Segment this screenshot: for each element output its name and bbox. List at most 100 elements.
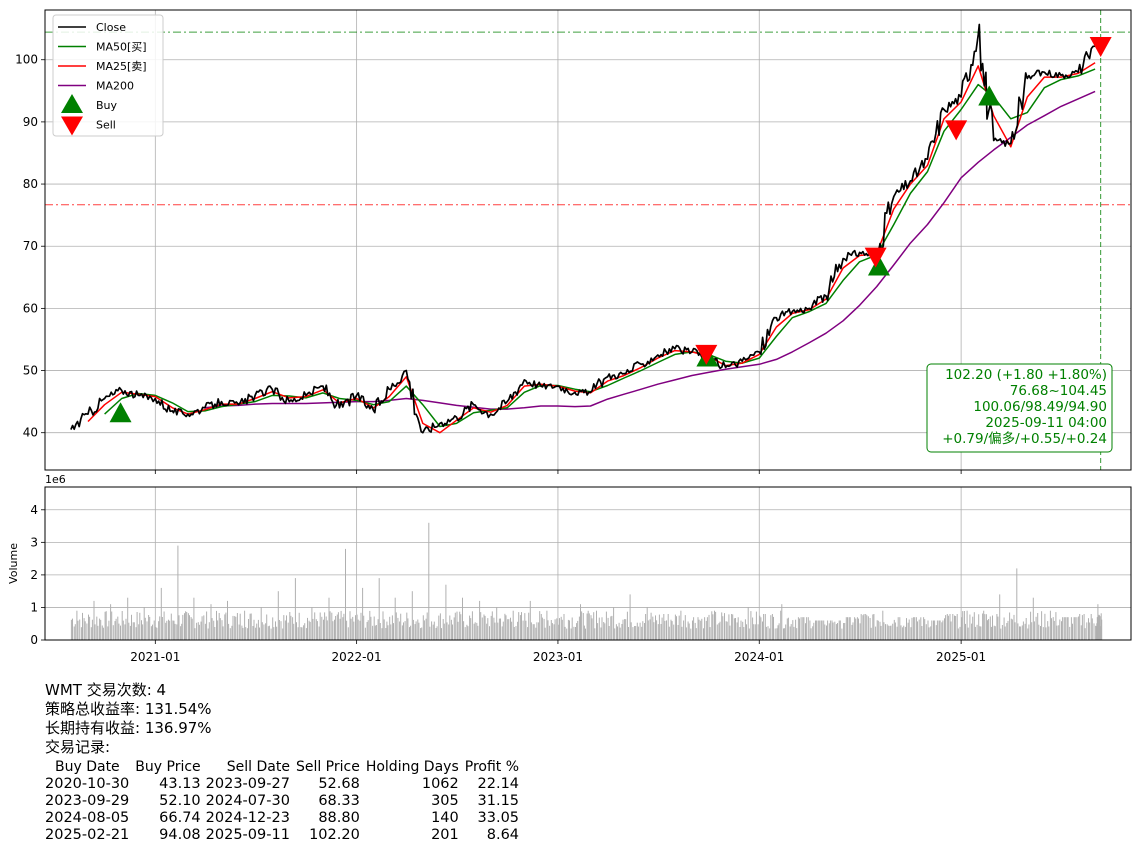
volume-bar <box>939 620 941 640</box>
volume-bar <box>511 621 513 640</box>
volume-bar <box>397 617 399 640</box>
volume-bar <box>826 625 827 640</box>
volume-bar <box>489 626 490 640</box>
volume-bar <box>217 620 219 640</box>
volume-bar <box>650 612 652 640</box>
volume-bar <box>414 624 416 640</box>
volume-bar <box>1095 625 1097 640</box>
volume-bar <box>866 615 868 640</box>
volume-bar <box>357 619 359 640</box>
volume-bar <box>971 623 973 640</box>
table-row: 2025-02-21 94.08 2025-09-11 102.20 201 8… <box>45 827 519 844</box>
volume-bar <box>383 619 385 640</box>
volume-bar <box>747 607 749 640</box>
volume-bar <box>600 627 602 640</box>
volume-bar <box>379 623 381 640</box>
volume-bar <box>222 626 224 640</box>
volume-bar <box>303 625 305 640</box>
volume-bar <box>449 615 451 640</box>
volume-bar <box>99 618 101 640</box>
volume-bar <box>863 614 865 640</box>
volume-bar <box>676 616 677 640</box>
volume-bar <box>575 627 576 640</box>
volume-bar <box>763 614 765 640</box>
volume-bar <box>990 626 992 640</box>
volume-bar <box>326 620 328 640</box>
volume-bar <box>867 616 869 640</box>
volume-bar <box>337 612 339 640</box>
volume-bar <box>1095 626 1097 640</box>
volume-bar <box>618 622 620 640</box>
holding-days: 140 <box>431 810 459 826</box>
volume-bar <box>524 613 526 640</box>
volume-bar <box>701 618 703 640</box>
volume-bar <box>462 597 463 640</box>
volume-bar <box>143 607 145 640</box>
volume-bar <box>353 621 355 640</box>
volume-bar <box>890 625 892 640</box>
volume-bar <box>553 624 555 640</box>
volume-bar <box>1028 624 1030 640</box>
sell-price: 68.33 <box>318 793 360 809</box>
volume-bar <box>899 617 901 640</box>
volume-bar <box>893 619 895 640</box>
volume-bar <box>401 625 403 640</box>
buy-price: 52.10 <box>159 793 201 809</box>
volume-bar <box>307 617 308 640</box>
volume-bar <box>211 618 213 640</box>
volume-bar <box>423 620 425 640</box>
volume-bar <box>83 618 85 640</box>
volume-bar <box>567 619 569 640</box>
volume-bar <box>508 619 510 640</box>
volume-bar <box>634 626 636 640</box>
volume-bar <box>389 616 391 640</box>
volume-bar <box>352 616 354 640</box>
volume-bar <box>777 625 779 640</box>
volume-bar <box>294 578 296 640</box>
volume-bar <box>347 627 349 640</box>
volume-bar <box>532 624 534 640</box>
volume-bar <box>748 628 750 640</box>
volume-bar <box>849 617 851 640</box>
volume-y-tick-label: 4 <box>30 503 38 517</box>
volume-bar <box>538 622 540 640</box>
buy-marker <box>978 85 1001 106</box>
volume-bar <box>1073 617 1075 640</box>
volume-bar <box>630 622 632 640</box>
volume-bar <box>641 626 643 640</box>
volume-bar <box>959 626 961 640</box>
buy-marker <box>109 402 132 423</box>
volume-bar <box>873 614 875 640</box>
volume-bar <box>280 621 282 640</box>
volume-bar <box>610 616 612 640</box>
volume-bar <box>432 624 434 640</box>
volume-bar <box>904 626 906 640</box>
volume-bar <box>587 610 589 640</box>
volume-bar <box>803 617 805 640</box>
volume-bar <box>372 625 374 640</box>
volume-bar <box>694 622 696 640</box>
volume-bar <box>780 610 782 640</box>
volume-bar <box>715 611 717 640</box>
volume-bar <box>992 615 993 640</box>
volume-bar <box>972 616 974 640</box>
volume-bar <box>645 614 647 640</box>
volume-bar <box>621 624 623 640</box>
volume-bar <box>420 628 422 640</box>
volume-bar <box>604 623 606 640</box>
volume-bar <box>477 625 479 640</box>
volume-bar <box>517 621 519 640</box>
volume-bar <box>412 619 414 640</box>
volume-bar <box>1064 617 1066 640</box>
volume-y-tick-label: 2 <box>30 568 38 582</box>
volume-bar <box>917 621 918 640</box>
volume-bar <box>219 618 221 640</box>
volume-bar <box>928 627 930 640</box>
volume-bar <box>363 615 365 640</box>
volume-bar <box>999 594 1001 640</box>
volume-bar <box>377 619 379 640</box>
volume-bar <box>193 597 195 640</box>
volume-bar <box>528 612 530 640</box>
volume-bar <box>1035 616 1037 640</box>
volume-bar <box>818 620 820 640</box>
